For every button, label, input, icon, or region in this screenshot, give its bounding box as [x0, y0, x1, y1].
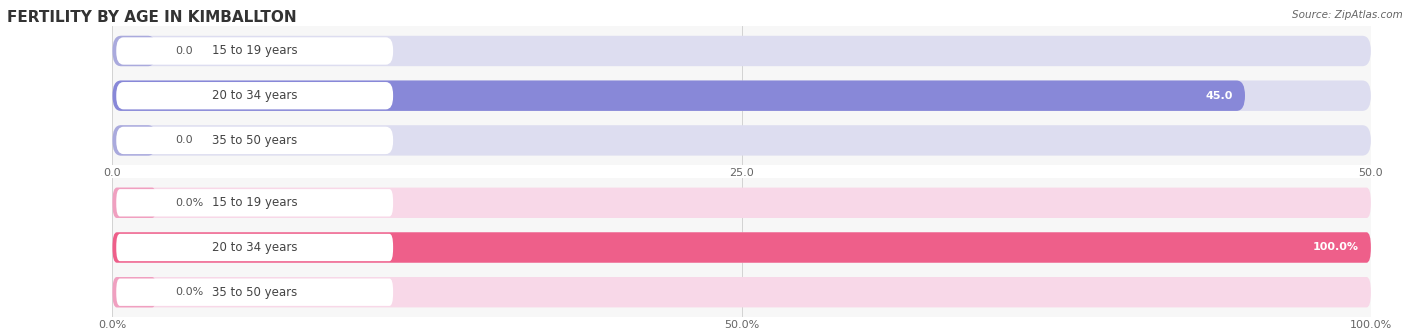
Text: FERTILITY BY AGE IN KIMBALLTON: FERTILITY BY AGE IN KIMBALLTON	[7, 10, 297, 25]
Text: 15 to 19 years: 15 to 19 years	[212, 196, 298, 209]
FancyBboxPatch shape	[117, 234, 394, 261]
Text: 35 to 50 years: 35 to 50 years	[212, 286, 297, 299]
Text: 0.0%: 0.0%	[176, 287, 204, 297]
Text: 100.0%: 100.0%	[1312, 243, 1358, 252]
FancyBboxPatch shape	[112, 81, 1246, 111]
FancyBboxPatch shape	[117, 127, 394, 154]
FancyBboxPatch shape	[112, 277, 156, 308]
FancyBboxPatch shape	[112, 232, 1371, 263]
FancyBboxPatch shape	[112, 187, 156, 218]
Text: 0.0: 0.0	[176, 135, 193, 146]
FancyBboxPatch shape	[117, 189, 394, 216]
FancyBboxPatch shape	[112, 232, 1371, 263]
Text: 45.0: 45.0	[1205, 91, 1233, 101]
FancyBboxPatch shape	[112, 125, 1371, 156]
FancyBboxPatch shape	[112, 277, 1371, 308]
FancyBboxPatch shape	[112, 36, 156, 66]
FancyBboxPatch shape	[117, 82, 394, 109]
Text: 0.0: 0.0	[176, 46, 193, 56]
FancyBboxPatch shape	[112, 187, 1371, 218]
Text: 15 to 19 years: 15 to 19 years	[212, 45, 298, 57]
Text: 0.0%: 0.0%	[176, 198, 204, 208]
FancyBboxPatch shape	[112, 125, 156, 156]
FancyBboxPatch shape	[117, 37, 394, 65]
Text: Source: ZipAtlas.com: Source: ZipAtlas.com	[1292, 10, 1403, 20]
FancyBboxPatch shape	[112, 36, 1371, 66]
FancyBboxPatch shape	[117, 279, 394, 306]
Text: 20 to 34 years: 20 to 34 years	[212, 241, 298, 254]
FancyBboxPatch shape	[112, 81, 1371, 111]
Text: 20 to 34 years: 20 to 34 years	[212, 89, 298, 102]
Text: 35 to 50 years: 35 to 50 years	[212, 134, 297, 147]
